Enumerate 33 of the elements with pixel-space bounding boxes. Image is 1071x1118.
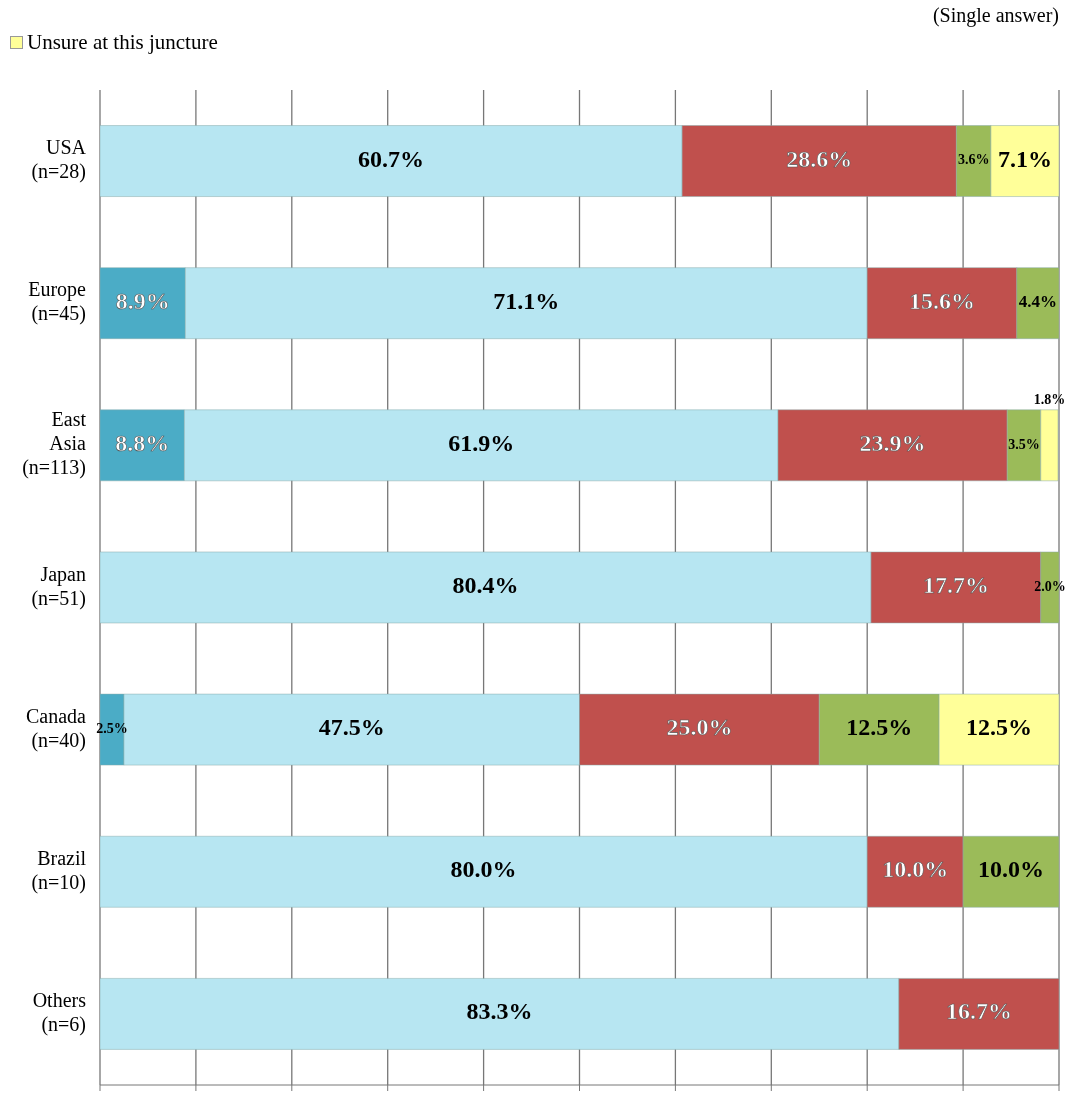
data-label: 61.9% (448, 429, 515, 456)
data-label: 3.5% (1008, 436, 1040, 452)
data-label: 7.1% (997, 145, 1052, 172)
data-label: 17.7% (922, 571, 989, 598)
data-label: 10.0% (978, 856, 1045, 883)
y-tick-label: USA (n=28) (31, 135, 87, 183)
data-label: 60.7% (358, 145, 425, 172)
legend-label: Unsure at this juncture (27, 30, 218, 55)
data-label: 8.9% (115, 287, 170, 314)
data-label: 16.7% (945, 998, 1012, 1025)
data-label: 71.1% (493, 287, 560, 314)
data-label: 12.5% (846, 714, 913, 741)
data-label: 12.5% (966, 714, 1033, 741)
text: (Single answer) (932, 4, 1059, 27)
y-tick-label: Canada (n=40) (26, 704, 87, 752)
y-tick-label: Brazil (n=10) (31, 846, 87, 894)
data-label: 23.9% (859, 429, 926, 456)
data-label: 3.6% (957, 152, 990, 168)
y-tick-label: Japan (n=51) (31, 562, 86, 610)
data-label: 47.5% (318, 714, 385, 741)
data-label: 10.0% (882, 856, 949, 883)
data-label: 15.6% (909, 287, 975, 314)
data-label: 25.0% (666, 714, 733, 741)
data-label: 80.0% (450, 856, 517, 883)
data-label: 80.4% (452, 571, 519, 598)
y-tick-label: Others (n=6) (32, 988, 87, 1036)
data-label: 83.3% (466, 998, 533, 1025)
data-label: 1.8% (1033, 392, 1066, 408)
data-label: 28.6% (786, 145, 853, 172)
y-tick-label: East Asia (n=113) (22, 407, 87, 479)
y-tick-label: Europe (n=45) (28, 277, 87, 325)
data-label: 4.4% (1018, 292, 1058, 312)
data-label: 8.8% (115, 429, 170, 456)
